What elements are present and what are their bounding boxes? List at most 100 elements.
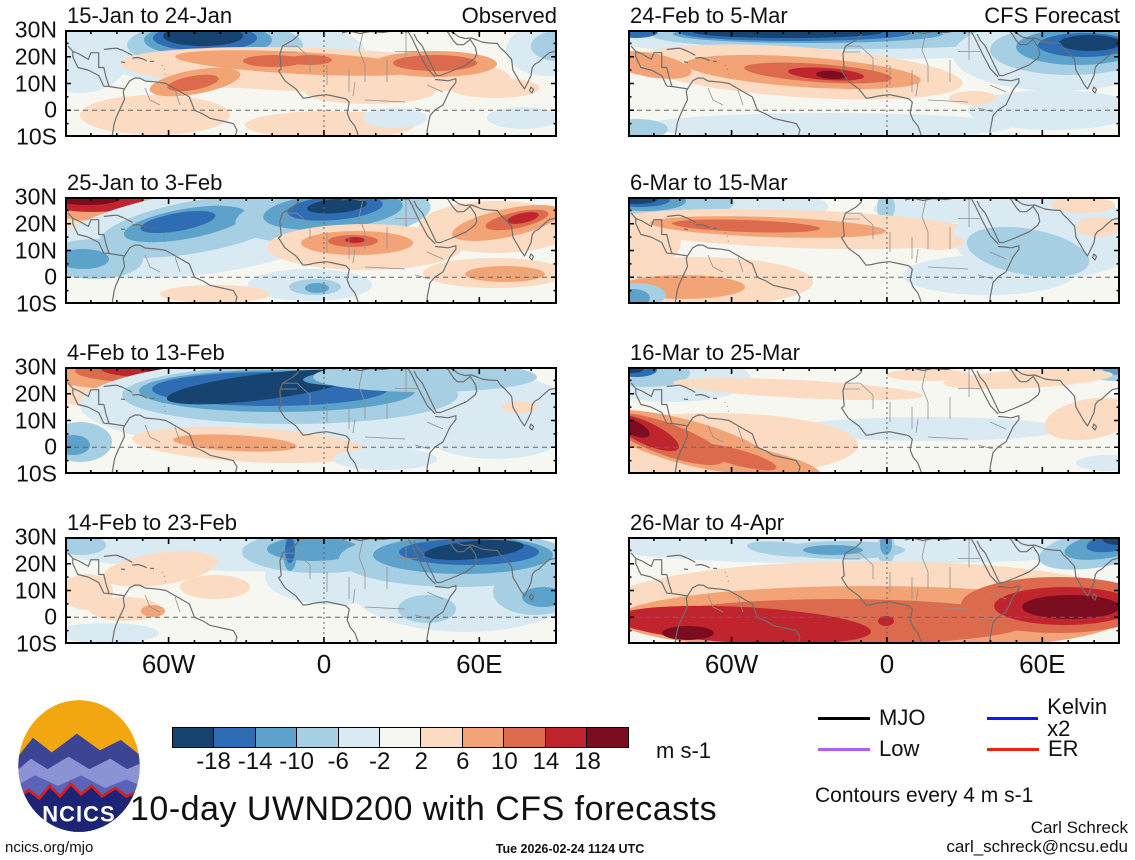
colorbar-cell xyxy=(213,727,257,748)
panel-source-label: Observed xyxy=(461,3,557,28)
ncics-logo: NCICS xyxy=(18,700,140,832)
lat-tick-label: 0 xyxy=(44,433,57,460)
mjo-line-swatch xyxy=(818,716,870,720)
author-name: Carl Schreck xyxy=(1030,818,1128,837)
colorbar-tick-label: -6 xyxy=(327,748,349,775)
colorbar xyxy=(172,727,630,748)
colorbar-cell xyxy=(296,727,340,748)
map-panel-forecast-1: 24-Feb to 5-Mar CFS Forecast xyxy=(628,3,1120,137)
wind-anomaly-map xyxy=(628,537,1120,644)
colorbar-tick-label: 14 xyxy=(532,748,560,775)
lon-tick-label: 60W xyxy=(704,649,759,679)
colorbar-tick-label: -14 xyxy=(237,748,273,775)
low-line-swatch xyxy=(818,747,870,751)
lat-tick-label: 0 xyxy=(44,263,57,290)
panel-period: 25-Jan to 3-Feb xyxy=(67,170,223,195)
wind-anomaly-map xyxy=(65,367,557,474)
colorbar-tick-label: 10 xyxy=(491,748,518,775)
legend-item-kelvin: Kelvin x2 xyxy=(987,696,1135,740)
wind-anomaly-map xyxy=(628,30,1120,137)
lon-tick-label: 60W xyxy=(141,649,196,679)
logo-red-ridgeline xyxy=(18,781,140,801)
colorbar-cell xyxy=(420,727,464,748)
panel-period: 16-Mar to 25-Mar xyxy=(630,340,800,365)
panel-period: 4-Feb to 13-Feb xyxy=(67,340,225,365)
lat-tick-label: 20N xyxy=(14,43,57,70)
colorbar-cell xyxy=(337,727,381,748)
er-line-swatch xyxy=(987,747,1039,751)
colorbar-cell xyxy=(254,727,298,748)
page-title: 10-day UWND200 with CFS forecasts xyxy=(130,790,718,828)
colorbar-units: m s-1 xyxy=(656,738,711,763)
author-email: carl_schreck@ncsu.edu xyxy=(946,837,1128,856)
colorbar-tick-label: 2 xyxy=(414,748,428,775)
lat-tick-label: 30N xyxy=(14,16,57,43)
colorbar-tick-label: 18 xyxy=(574,748,601,775)
colorbar-cell xyxy=(503,727,547,748)
lon-tick-label: 0 xyxy=(316,649,332,679)
colorbar-cell xyxy=(461,727,505,748)
colorbar-cell xyxy=(544,727,588,748)
colorbar-tick-label: 6 xyxy=(456,748,470,775)
wind-anomaly-map xyxy=(65,197,557,304)
panel-period: 14-Feb to 23-Feb xyxy=(67,510,237,535)
legend-item-low: Low xyxy=(818,737,919,761)
kelvin-line-swatch xyxy=(987,716,1039,720)
wind-anomaly-map xyxy=(65,30,557,137)
lat-tick-label: 30N xyxy=(14,353,57,380)
panel-period: 15-Jan to 24-Jan xyxy=(67,3,233,28)
latitude-axis: 30N 20N 10N 0 10S xyxy=(1,525,59,655)
colorbar-cell xyxy=(586,727,630,748)
lat-tick-label: 10S xyxy=(16,630,57,657)
lat-tick-label: 10S xyxy=(16,460,57,487)
wind-anomaly-map xyxy=(628,197,1120,304)
lat-tick-label: 10N xyxy=(14,70,57,96)
legend-item-er: ER xyxy=(987,737,1079,761)
map-panel-observed-4: 14-Feb to 23-Feb 30N 20N 10N 0 10S xyxy=(15,510,557,655)
lat-tick-label: 30N xyxy=(14,523,57,550)
panel-period: 26-Mar to 4-Apr xyxy=(630,510,785,535)
colorbar-labels: -18 -14 -10 -6 -2 2 6 10 14 18 xyxy=(172,750,629,776)
contour-interval-note: Contours every 4 m s-1 xyxy=(815,784,1034,807)
lat-tick-label: 20N xyxy=(14,210,57,237)
legend-item-mjo: MJO xyxy=(818,706,925,730)
generation-timestamp: Tue 2026-02-24 1124 UTC xyxy=(495,842,645,856)
longitude-axis-left: 60W 0 60E xyxy=(65,651,557,683)
lat-tick-label: 10S xyxy=(16,123,57,150)
panel-period: 24-Feb to 5-Mar xyxy=(630,3,788,28)
colorbar-tick-label: -10 xyxy=(279,748,314,775)
lat-tick-label: 10N xyxy=(14,237,57,263)
colorbar-tick-label: -18 xyxy=(196,748,231,775)
map-panel-forecast-3: 16-Mar to 25-Mar xyxy=(628,340,1120,474)
map-panel-observed-1: 15-Jan to 24-Jan Observed 30N 20N 10N 0 10S xyxy=(15,3,557,148)
latitude-axis: 30N 20N 10N 0 10S xyxy=(1,355,59,485)
map-panel-observed-3: 4-Feb to 13-Feb 30N 20N 10N 0 10S xyxy=(15,340,557,485)
lon-tick-label: 60E xyxy=(456,649,503,679)
latitude-axis: 30N 20N 10N 0 10S xyxy=(1,185,59,315)
lat-tick-label: 20N xyxy=(14,550,57,577)
lat-tick-label: 10N xyxy=(14,577,57,603)
lon-tick-label: 0 xyxy=(879,649,895,679)
colorbar-cell xyxy=(379,727,423,748)
lat-tick-label: 0 xyxy=(44,603,57,630)
lat-tick-label: 10N xyxy=(14,407,57,433)
wind-anomaly-map xyxy=(65,537,557,644)
panel-source-label: CFS Forecast xyxy=(984,3,1120,28)
map-panel-forecast-2: 6-Mar to 15-Mar xyxy=(628,170,1120,304)
lat-tick-label: 20N xyxy=(14,380,57,407)
logo-text: NCICS xyxy=(42,801,116,826)
latitude-axis: 30N 20N 10N 0 10S xyxy=(1,18,59,148)
colorbar-tick-label: -2 xyxy=(369,748,391,775)
map-panel-forecast-4: 26-Mar to 4-Apr xyxy=(628,510,1120,644)
colorbar-cell xyxy=(172,727,215,748)
lat-tick-label: 0 xyxy=(44,96,57,123)
map-panel-observed-2: 25-Jan to 3-Feb 30N 20N 10N 0 10S xyxy=(15,170,557,315)
longitude-axis-right: 60W 0 60E xyxy=(628,651,1120,683)
lat-tick-label: 10S xyxy=(16,290,57,317)
panel-period: 6-Mar to 15-Mar xyxy=(630,170,788,195)
lat-tick-label: 30N xyxy=(14,183,57,210)
wind-anomaly-map xyxy=(628,367,1120,474)
lon-tick-label: 60E xyxy=(1019,649,1066,679)
site-url: ncics.org/mjo xyxy=(5,839,94,856)
